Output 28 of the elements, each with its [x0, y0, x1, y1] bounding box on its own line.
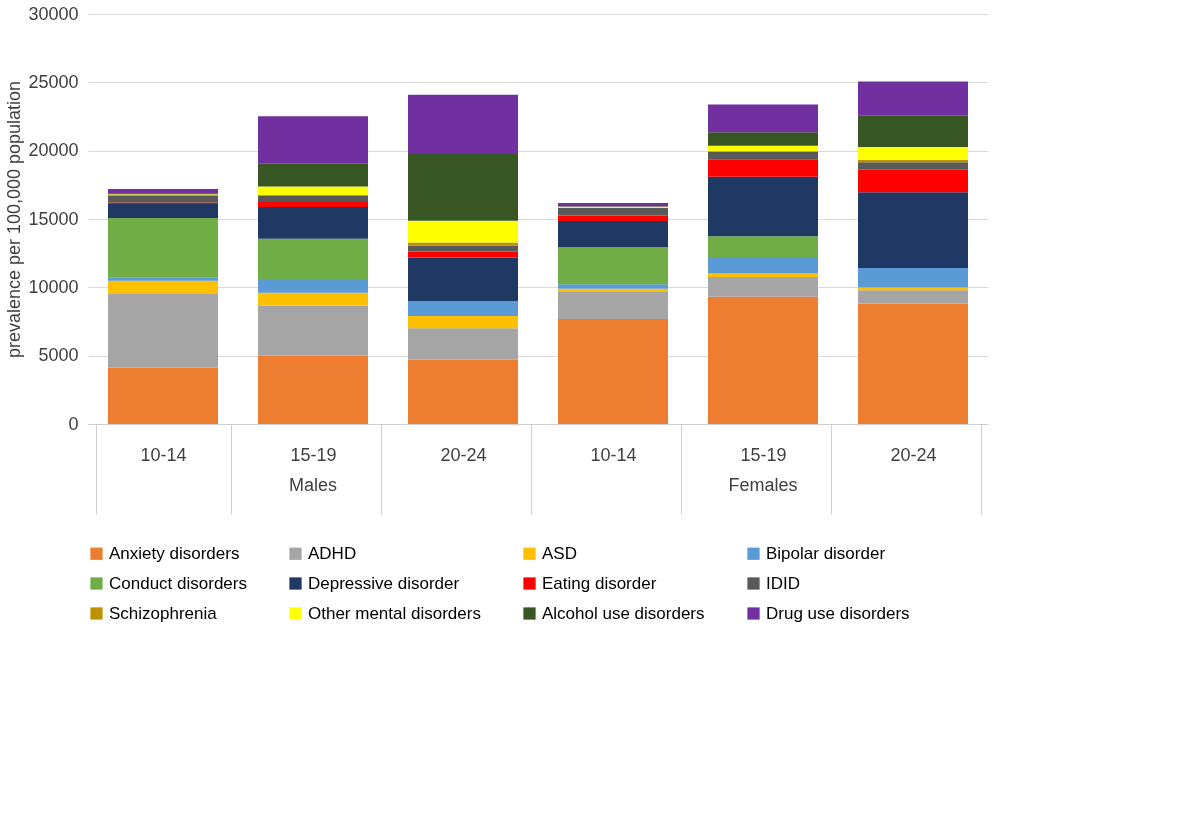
y-axis-title: prevalence per 100,000 population: [4, 80, 25, 359]
x-tick-label: 15-19: [740, 444, 787, 465]
y-tick-label: 5000: [38, 345, 79, 366]
y-tick-label: 30000: [28, 3, 79, 24]
text: Males: [288, 475, 338, 495]
legend-label: Schizophrenia: [109, 603, 218, 623]
legend-label: Drug use disorders: [766, 603, 910, 623]
x-tick-label: 20-24: [440, 444, 487, 465]
x-tick-label: 15-19: [290, 444, 337, 465]
legend-label: Bipolar disorder: [766, 543, 886, 563]
legend-label: ASD: [542, 543, 577, 563]
x-tick-label: 10-14: [140, 444, 187, 465]
x-tick-label: 10-14: [590, 444, 637, 465]
legend-label: Conduct disorders: [109, 573, 247, 593]
legend-label: Eating disorder: [542, 573, 657, 593]
legend-label: Other mental disorders: [308, 603, 481, 623]
legend-label: IDID: [766, 573, 800, 593]
x-tick-label: 20-24: [890, 444, 937, 465]
y-tick-label: 20000: [28, 140, 79, 161]
y-tick-label: 0: [68, 413, 79, 434]
y-tick-label: 25000: [28, 71, 79, 92]
text: Females: [728, 475, 798, 495]
legend-label: Anxiety disorders: [109, 543, 240, 563]
legend-label: ADHD: [308, 543, 357, 563]
legend-label: Depressive disorder: [308, 573, 460, 593]
legend-label: Alcohol use disorders: [542, 603, 705, 623]
y-tick-label: 10000: [28, 276, 79, 297]
y-tick-label: 15000: [28, 208, 79, 229]
